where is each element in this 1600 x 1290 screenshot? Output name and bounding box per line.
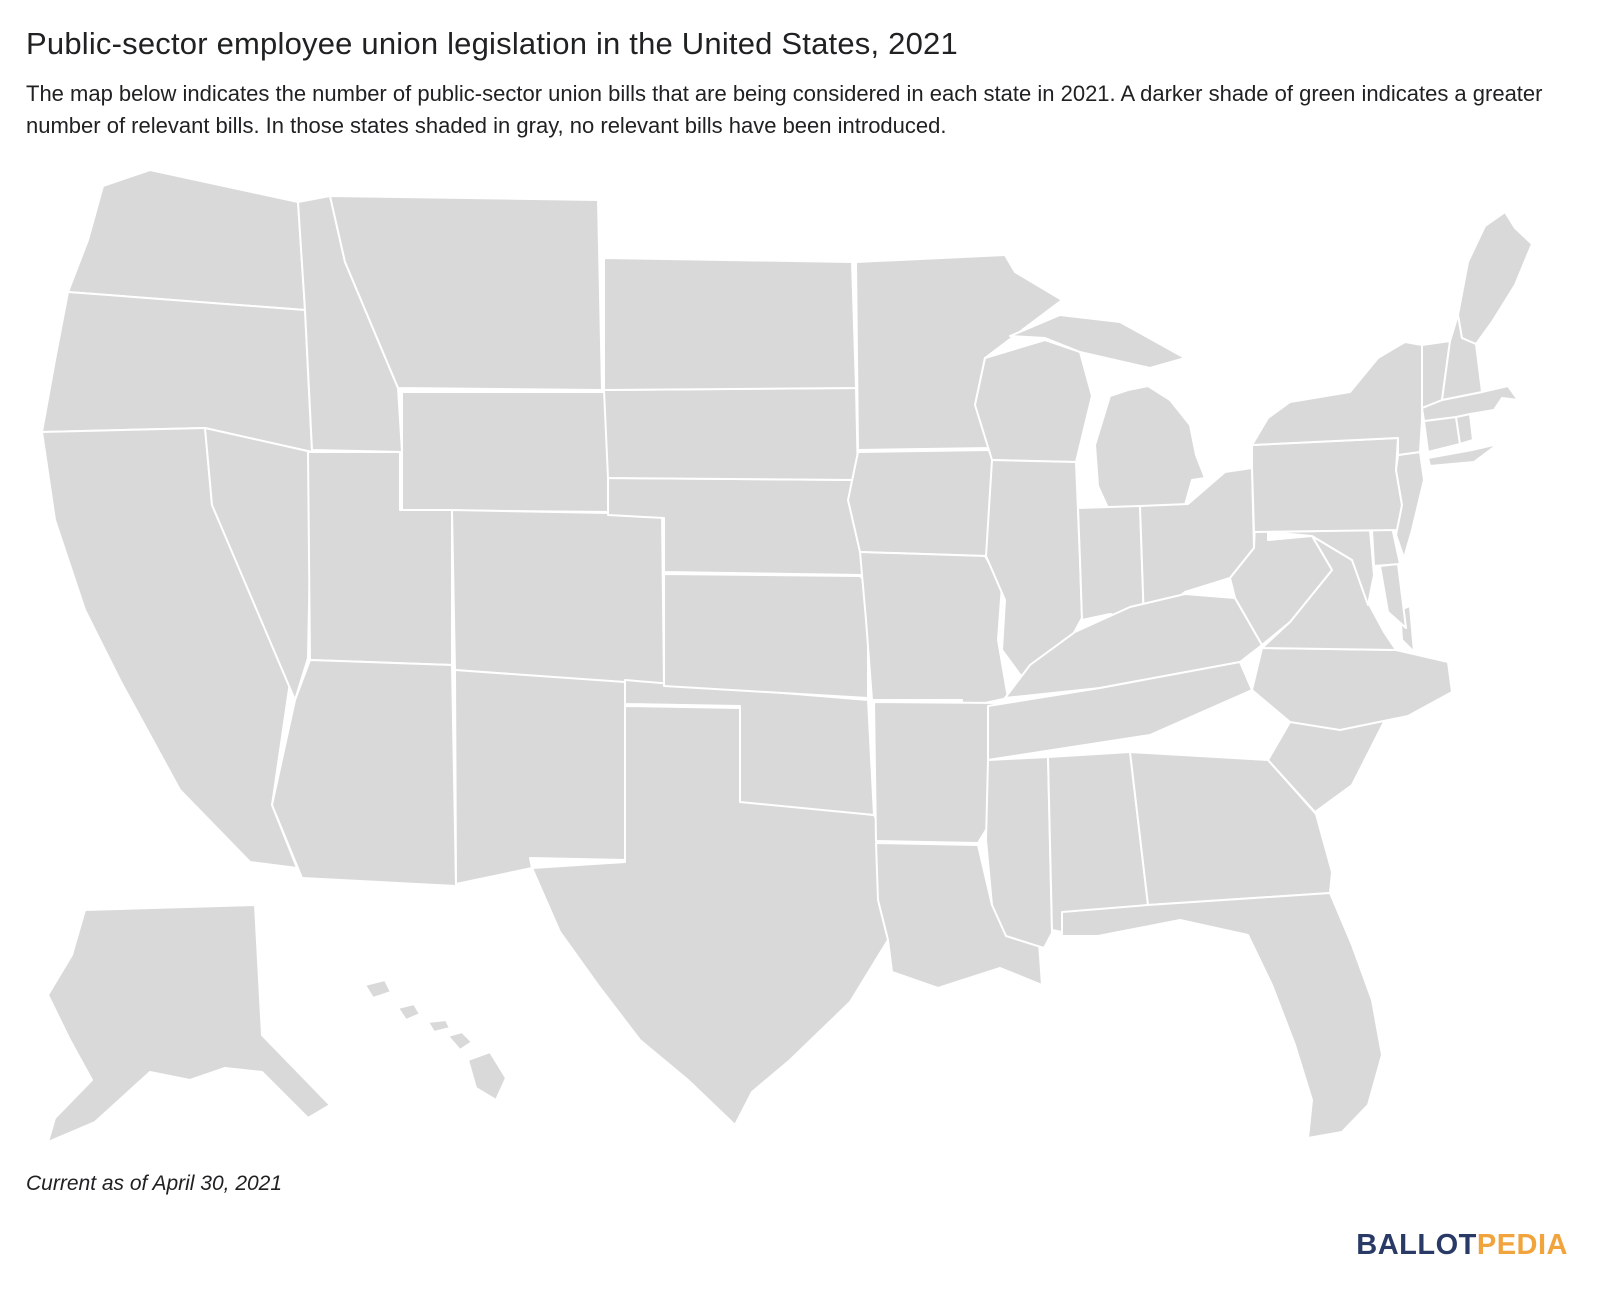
states-group: Washington Oregon California Nevada Idah… bbox=[41, 169, 1533, 1143]
state-new-jersey[interactable]: New Jersey bbox=[1395, 451, 1425, 559]
ballotpedia-logo: BALLOTPEDIA bbox=[1356, 1229, 1568, 1262]
state-iowa[interactable]: Iowa bbox=[847, 449, 1009, 557]
us-map-svg: Washington Oregon California Nevada Idah… bbox=[41, 169, 1533, 1143]
state-north-dakota[interactable]: North Dakota bbox=[603, 257, 857, 391]
state-new-york[interactable]: New York bbox=[1251, 341, 1499, 467]
logo-pedia: PEDIA bbox=[1476, 1229, 1568, 1261]
state-arizona[interactable]: Arizona bbox=[271, 659, 457, 887]
us-choropleth-map: Washington Oregon California Nevada Idah… bbox=[0, 158, 1600, 1158]
state-missouri[interactable]: Missouri bbox=[859, 551, 1009, 719]
state-connecticut[interactable]: Connecticut bbox=[1423, 416, 1461, 453]
state-maine[interactable]: Maine bbox=[1457, 211, 1533, 345]
state-montana[interactable]: Montana bbox=[329, 195, 603, 391]
state-louisiana[interactable]: Louisiana bbox=[875, 842, 1043, 989]
state-kansas[interactable]: Kansas bbox=[663, 573, 869, 699]
state-wyoming[interactable]: Wyoming bbox=[401, 391, 611, 513]
header: Public-sector employee union legislation… bbox=[0, 0, 1600, 158]
logo-ballot: BALLOT bbox=[1356, 1229, 1477, 1261]
state-florida[interactable]: Florida bbox=[1061, 892, 1383, 1139]
state-south-dakota[interactable]: South Dakota bbox=[603, 387, 859, 481]
state-colorado[interactable]: Colorado bbox=[451, 509, 665, 687]
state-michigan[interactable]: Michigan bbox=[1009, 314, 1206, 509]
state-nevada[interactable]: Nevada bbox=[204, 427, 313, 701]
state-alaska[interactable]: Alaska bbox=[47, 904, 331, 1143]
state-oklahoma[interactable]: Oklahoma bbox=[624, 679, 875, 816]
state-pennsylvania[interactable]: Pennsylvania bbox=[1251, 437, 1403, 533]
state-indiana[interactable]: Indiana bbox=[1077, 505, 1145, 623]
page-title: Public-sector employee union legislation… bbox=[26, 26, 958, 61]
state-hawaii[interactable]: Hawaii bbox=[364, 979, 507, 1101]
as-of-note: Current as of April 30, 2021 bbox=[26, 1172, 283, 1195]
state-washington[interactable]: Washington bbox=[67, 169, 306, 311]
state-wisconsin[interactable]: Wisconsin bbox=[974, 339, 1093, 463]
state-arkansas[interactable]: Arkansas bbox=[873, 701, 1001, 844]
page-subtitle: The map below indicates the number of pu… bbox=[26, 81, 1543, 138]
state-new-mexico[interactable]: New Mexico bbox=[454, 669, 626, 885]
state-rhode-island[interactable]: Rhode Island bbox=[1455, 413, 1474, 445]
footer: Current as of April 30, 2021 BALLOTPEDIA bbox=[0, 1158, 1600, 1290]
state-north-carolina[interactable]: North Carolina bbox=[1251, 647, 1453, 731]
